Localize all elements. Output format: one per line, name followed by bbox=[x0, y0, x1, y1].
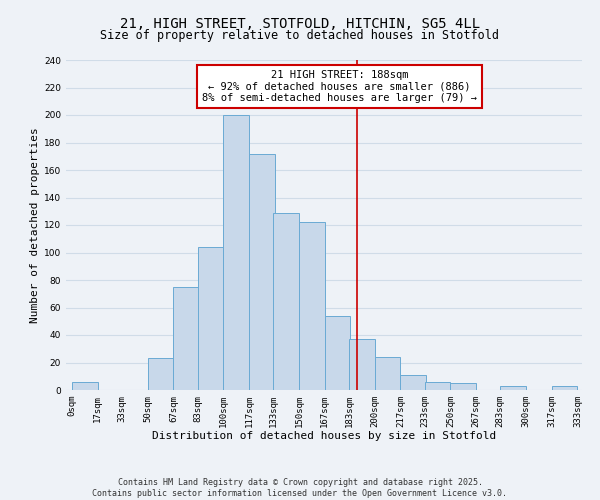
Text: 21 HIGH STREET: 188sqm
← 92% of detached houses are smaller (886)
8% of semi-det: 21 HIGH STREET: 188sqm ← 92% of detached… bbox=[202, 70, 477, 103]
Bar bbox=[148, 358, 173, 390]
Text: Contains HM Land Registry data © Crown copyright and database right 2025.
Contai: Contains HM Land Registry data © Crown c… bbox=[92, 478, 508, 498]
Y-axis label: Number of detached properties: Number of detached properties bbox=[30, 127, 40, 323]
Text: Size of property relative to detached houses in Stotfold: Size of property relative to detached ho… bbox=[101, 28, 499, 42]
Bar bbox=[249, 154, 275, 390]
Bar bbox=[72, 382, 98, 390]
Bar bbox=[223, 115, 249, 390]
Bar bbox=[349, 339, 374, 390]
X-axis label: Distribution of detached houses by size in Stotfold: Distribution of detached houses by size … bbox=[152, 432, 496, 442]
Bar bbox=[173, 287, 199, 390]
Bar bbox=[374, 357, 400, 390]
Bar bbox=[325, 316, 350, 390]
Bar bbox=[299, 222, 325, 390]
Bar bbox=[500, 386, 526, 390]
Bar bbox=[274, 212, 299, 390]
Text: 21, HIGH STREET, STOTFOLD, HITCHIN, SG5 4LL: 21, HIGH STREET, STOTFOLD, HITCHIN, SG5 … bbox=[120, 18, 480, 32]
Bar bbox=[400, 375, 426, 390]
Bar bbox=[425, 382, 451, 390]
Bar bbox=[197, 247, 223, 390]
Bar bbox=[451, 383, 476, 390]
Bar bbox=[552, 386, 577, 390]
